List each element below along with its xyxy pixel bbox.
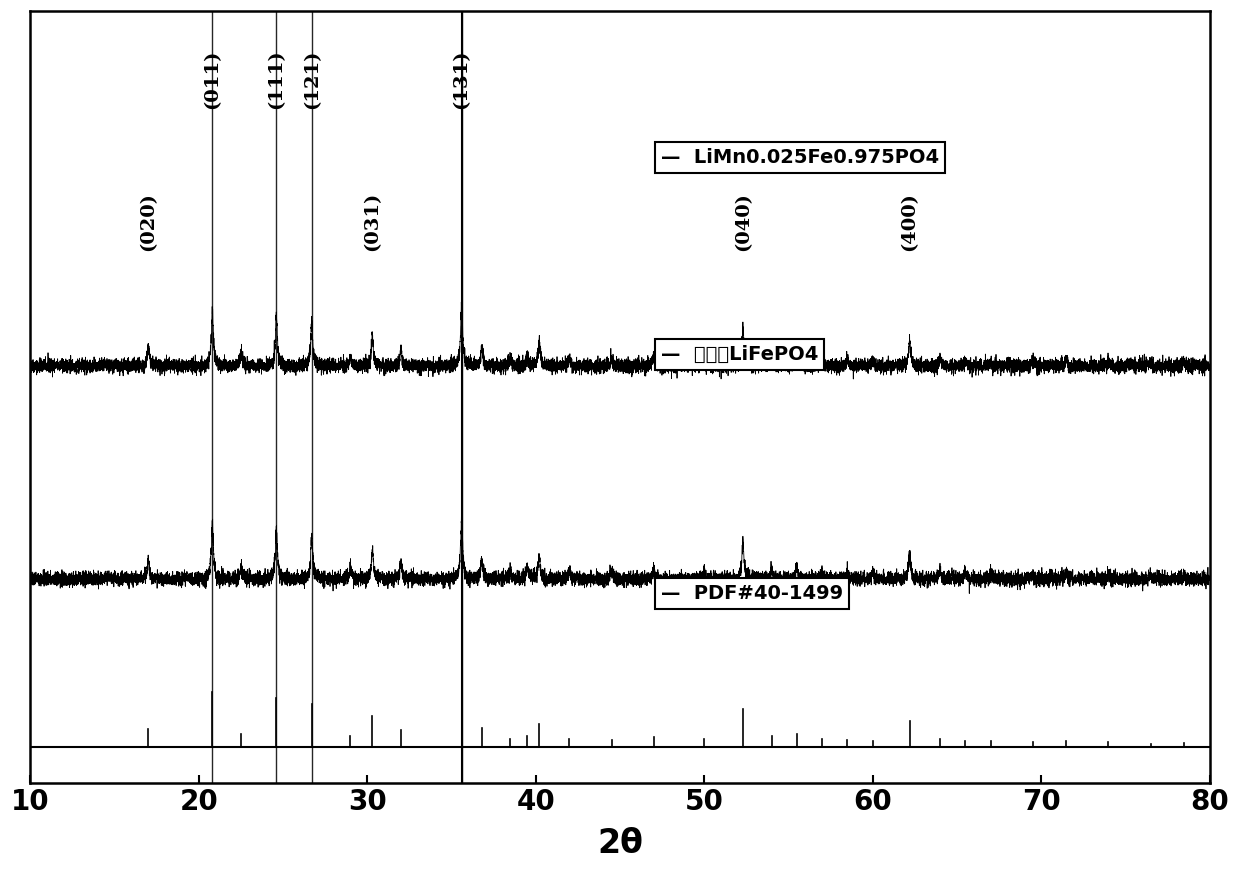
Text: (040): (040) [734, 192, 751, 251]
Text: (020): (020) [139, 192, 157, 251]
Text: (131): (131) [453, 49, 471, 109]
X-axis label: 2θ: 2θ [596, 827, 642, 860]
Text: (121): (121) [303, 50, 321, 109]
Text: (111): (111) [268, 49, 285, 109]
Text: —  LiMn0.025Fe0.975PO4: — LiMn0.025Fe0.975PO4 [661, 148, 940, 167]
Text: (400): (400) [900, 192, 919, 251]
Text: —  未掺杂LiFePO4: — 未掺杂LiFePO4 [661, 345, 818, 364]
Text: (011): (011) [203, 50, 222, 109]
Text: (031): (031) [363, 192, 382, 251]
Text: —  PDF#40-1499: — PDF#40-1499 [661, 584, 843, 604]
